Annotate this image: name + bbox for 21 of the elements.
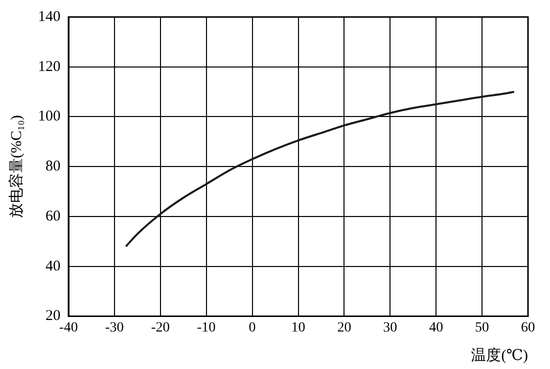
x-tick-label: 0	[248, 320, 256, 336]
x-tick-label: -10	[197, 320, 216, 336]
x-tick-label: -40	[59, 320, 78, 336]
x-tick-label: -20	[151, 320, 170, 336]
y-tick-label: 100	[38, 108, 60, 125]
x-tick-label: -30	[105, 320, 124, 336]
x-tick-label: 60	[521, 320, 535, 336]
x-tick-label: 50	[475, 320, 490, 336]
x-axis-title: 温度(℃)	[471, 346, 528, 364]
y-tick-label: 140	[38, 8, 60, 25]
x-tick-label: 20	[337, 320, 352, 336]
y-tick-label: 20	[46, 308, 60, 324]
line-series	[124, 90, 516, 248]
x-tick-label: 10	[291, 320, 306, 336]
y-axis-title: 放电容量(%C₁₀)	[8, 115, 25, 218]
x-tick-label: 40	[429, 320, 444, 336]
y-tick-label: 40	[46, 258, 60, 274]
y-tick-label: 80	[46, 158, 60, 175]
y-tick-label: 60	[46, 208, 60, 224]
x-tick-label: 30	[383, 320, 398, 336]
y-tick-label: 120	[38, 58, 60, 75]
